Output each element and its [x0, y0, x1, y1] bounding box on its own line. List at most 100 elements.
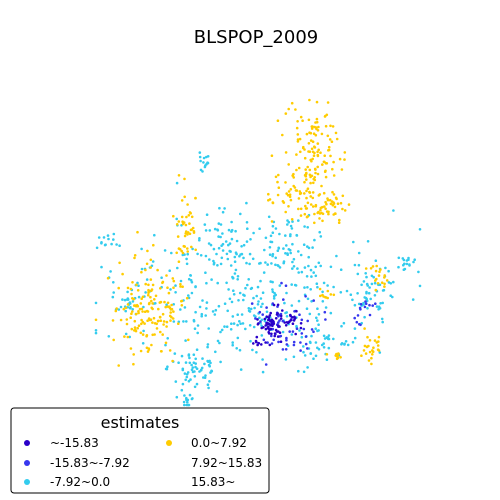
data-point [315, 120, 319, 124]
data-point [224, 240, 228, 243]
data-point [180, 199, 184, 202]
data-point [236, 323, 239, 327]
data-point [183, 177, 186, 181]
data-point [271, 288, 274, 291]
data-point [209, 361, 212, 365]
data-point [297, 219, 300, 222]
data-point [296, 133, 300, 136]
data-point [198, 370, 201, 373]
data-point [311, 125, 314, 128]
data-point [227, 288, 230, 291]
data-point [302, 327, 306, 331]
data-point [325, 210, 329, 213]
data-point [183, 195, 186, 199]
data-point [242, 293, 245, 297]
data-point [405, 262, 409, 266]
data-point [225, 325, 229, 329]
data-point [339, 291, 343, 294]
data-point [225, 252, 229, 256]
data-point [249, 287, 253, 291]
data-point [367, 291, 371, 295]
data-point [251, 257, 255, 261]
data-point [180, 299, 183, 303]
data-point [235, 239, 239, 243]
data-point [195, 382, 199, 386]
data-point [277, 186, 281, 189]
data-point [208, 359, 211, 363]
data-point [380, 281, 384, 285]
data-point [201, 299, 204, 302]
data-point [176, 235, 180, 238]
data-point [331, 167, 334, 171]
data-point [281, 200, 285, 203]
data-point [316, 285, 319, 289]
data-point [196, 324, 200, 327]
data-point [245, 240, 249, 243]
data-point [217, 235, 220, 238]
data-point [311, 157, 315, 161]
data-point [230, 228, 234, 232]
data-point [292, 355, 296, 359]
data-point [295, 309, 298, 313]
data-point [168, 349, 172, 352]
data-point [167, 291, 171, 295]
data-point [188, 232, 192, 236]
data-point [183, 234, 187, 238]
data-point [112, 338, 115, 342]
data-point [149, 318, 153, 322]
data-point [114, 309, 118, 313]
data-point [144, 291, 147, 294]
data-point [216, 264, 219, 267]
data-point [246, 283, 249, 287]
data-point [137, 311, 140, 315]
data-point [195, 367, 199, 371]
data-point [304, 295, 307, 298]
data-point [232, 293, 236, 296]
data-point [271, 327, 275, 331]
data-point [293, 317, 296, 321]
data-point [203, 376, 207, 380]
data-point [412, 260, 415, 264]
data-point [306, 347, 309, 350]
data-point [213, 227, 217, 231]
data-point [192, 230, 196, 233]
data-point [166, 365, 169, 369]
data-point [182, 400, 186, 404]
data-point [321, 290, 324, 294]
data-point [357, 263, 361, 267]
data-point [228, 297, 232, 301]
data-point [297, 197, 301, 200]
data-point [376, 344, 380, 347]
data-point [268, 253, 272, 256]
data-point [234, 268, 238, 272]
data-point [290, 218, 294, 221]
data-point [219, 330, 222, 334]
data-point [225, 281, 228, 285]
data-point [165, 274, 168, 277]
data-point [220, 328, 224, 332]
data-point [214, 308, 218, 312]
data-point [375, 277, 378, 281]
data-point [249, 307, 253, 311]
data-point [277, 324, 280, 327]
data-point [154, 302, 157, 305]
data-point [281, 348, 285, 351]
data-point [188, 356, 191, 360]
data-point [397, 265, 400, 269]
legend-label-5: 15.83~ [191, 475, 235, 489]
data-point [177, 361, 180, 365]
data-point [259, 320, 262, 323]
data-point [327, 212, 330, 216]
data-point [304, 335, 308, 338]
data-point [150, 343, 153, 347]
data-point [345, 289, 349, 293]
data-point [236, 336, 240, 340]
data-point [381, 320, 385, 324]
data-point [357, 251, 361, 255]
data-point [136, 230, 139, 234]
data-point [321, 219, 324, 223]
data-point [287, 205, 290, 208]
data-point [177, 220, 181, 223]
data-point [322, 346, 326, 349]
data-point [308, 190, 311, 194]
